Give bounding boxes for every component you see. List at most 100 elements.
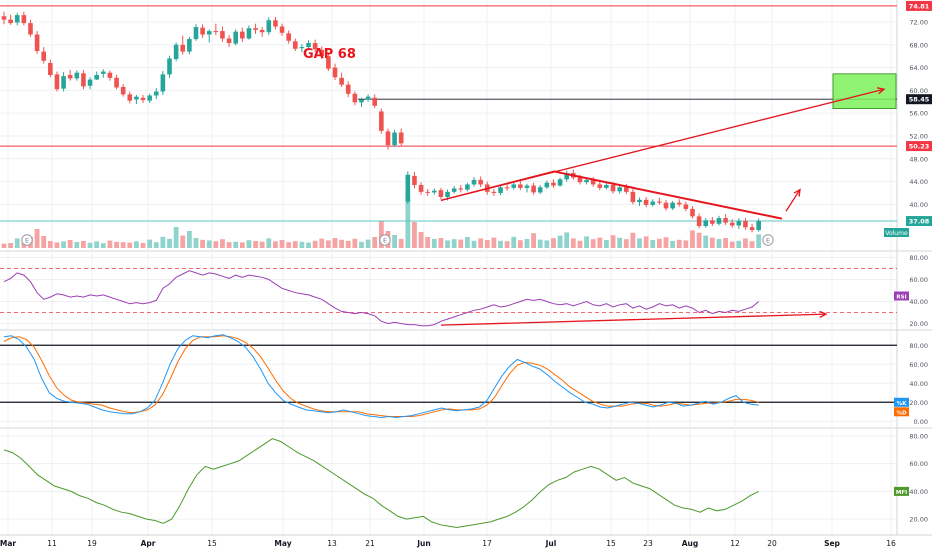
volume-bar	[597, 237, 603, 248]
candle-body	[259, 29, 265, 33]
candle-body	[200, 27, 205, 35]
candle-body	[312, 43, 318, 50]
candle-body	[319, 49, 325, 57]
volume-bar	[392, 235, 397, 248]
candle-body	[379, 111, 384, 131]
y-tick-label: 68.00	[909, 41, 928, 49]
candle-body	[683, 204, 689, 209]
candle-body	[173, 44, 179, 60]
candle-body	[703, 220, 709, 227]
candle-body	[445, 191, 450, 197]
candle-body	[94, 74, 99, 80]
volume-bar	[325, 240, 331, 248]
candle-body	[87, 79, 93, 86]
volume-bar	[524, 239, 530, 248]
candle-body	[518, 184, 523, 188]
rsi-pane[interactable]: RSI	[0, 268, 909, 327]
volume-bar	[8, 243, 14, 248]
x-tick-label: 12	[730, 539, 740, 548]
volume-bar	[498, 240, 503, 248]
candle-body	[438, 190, 444, 197]
candle-body	[206, 31, 212, 35]
candle-body	[657, 201, 662, 203]
candle-body	[597, 184, 603, 188]
volume-bar	[637, 238, 642, 248]
candle-body	[345, 84, 351, 94]
volume-bar	[100, 243, 106, 248]
candle-body	[114, 77, 119, 88]
candle-body	[405, 174, 411, 202]
x-tick-label: 20	[767, 539, 777, 548]
candle-body	[359, 99, 364, 103]
candle-body	[385, 131, 391, 146]
candle-body	[451, 188, 457, 192]
price-label-text: 58.45	[909, 96, 930, 104]
y-tick-label: 20.00	[909, 399, 928, 407]
candle-body	[498, 187, 503, 193]
rsi-badge	[894, 291, 909, 301]
resistance-trendline	[553, 170, 783, 220]
volume-bar	[206, 240, 212, 248]
volume-bar	[94, 241, 100, 248]
candle-body	[213, 31, 219, 33]
x-tick-label: 15	[606, 539, 616, 548]
candle-body	[511, 184, 517, 188]
candle-body	[465, 184, 470, 190]
stoch-k-line	[3, 334, 759, 419]
y-tick-label: 40.00	[909, 488, 928, 496]
candle-body	[107, 72, 113, 78]
candle-body	[339, 77, 344, 85]
candle-body	[551, 182, 556, 186]
candle-body	[253, 28, 258, 30]
stochastic-pane[interactable]: %K %D	[0, 334, 909, 419]
x-tick-label: 13	[327, 539, 337, 548]
volume-bar	[491, 237, 497, 248]
volume-bar	[67, 240, 73, 248]
candle-body	[716, 218, 722, 224]
volume-bar	[61, 241, 66, 248]
stoch-d-badge-label: %D	[896, 410, 907, 416]
candle-body	[34, 34, 40, 52]
candle-body	[167, 58, 172, 75]
candle-body	[537, 187, 543, 193]
volume-bar	[339, 239, 345, 248]
candle-body	[623, 187, 629, 192]
y-tick-label: 60.00	[909, 361, 928, 369]
candle-body	[531, 185, 536, 193]
volume-bar	[465, 237, 470, 248]
volume-bar	[319, 238, 325, 248]
x-tick-label: 15	[207, 539, 217, 548]
candle-body	[392, 132, 397, 146]
volume-badge	[884, 228, 909, 237]
candle-body	[670, 202, 675, 209]
volume-bar	[405, 196, 411, 248]
stoch-d-line	[3, 335, 759, 417]
candle-body	[471, 179, 477, 185]
candle-body	[736, 220, 742, 226]
y-tick-label: 80.00	[909, 254, 928, 262]
volume-bar	[471, 240, 477, 248]
candle-body	[590, 179, 596, 185]
candle-body	[630, 191, 636, 203]
volume-bar	[584, 236, 589, 248]
volume-bar	[736, 240, 742, 248]
candle-body	[21, 15, 27, 24]
price-pane[interactable]: GAP 68 E E E Volume	[0, 5, 909, 248]
candle-body	[48, 63, 53, 75]
volume-bar	[286, 242, 292, 248]
price-label-box	[906, 0, 932, 11]
volume-bar	[484, 240, 490, 248]
x-tick-label: Sep	[824, 539, 840, 548]
volume-bar	[398, 238, 404, 248]
volume-bar	[630, 232, 636, 248]
y-tick-label: 80.00	[909, 342, 928, 350]
breakout-arrow-head	[793, 188, 801, 197]
earnings-marker-label: E	[25, 237, 29, 245]
volume-bar	[690, 230, 695, 248]
candle-body	[577, 177, 583, 183]
candle-body	[458, 188, 464, 190]
candle-body	[524, 185, 530, 188]
mfi-pane[interactable]: MFI	[3, 438, 909, 529]
